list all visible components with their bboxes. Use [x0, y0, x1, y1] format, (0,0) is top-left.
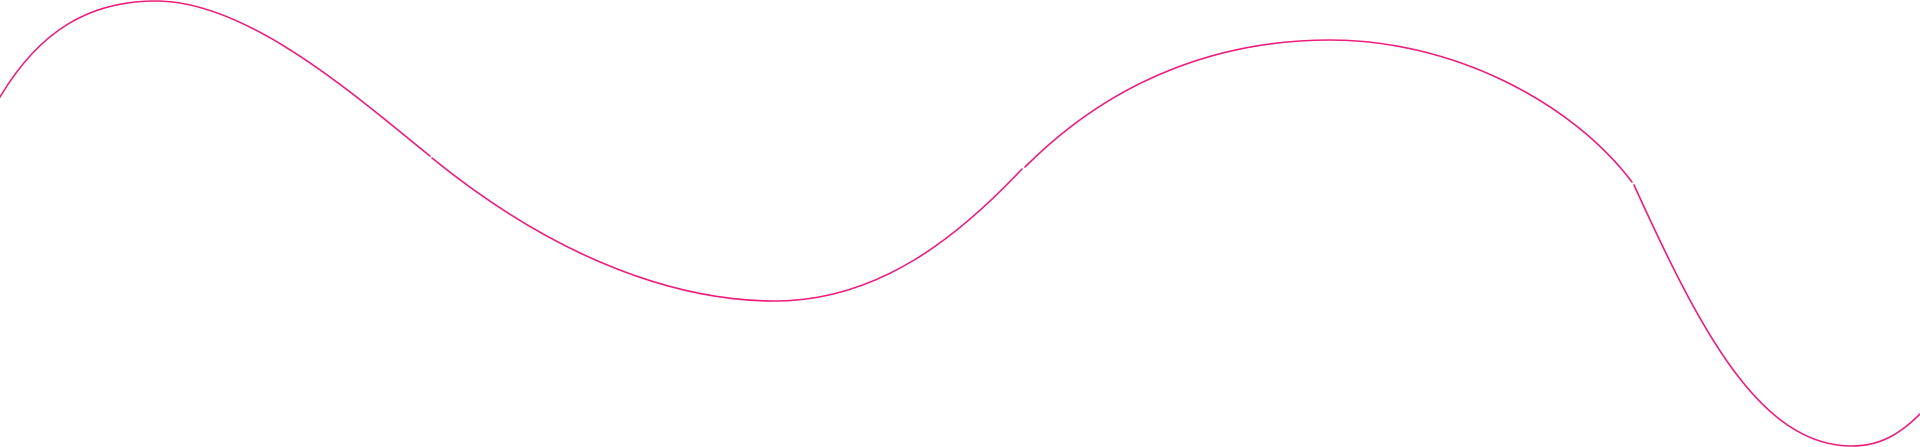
wave-segment-2: [431, 157, 1023, 302]
wave-segment-3: [1024, 39, 1633, 183]
wave-segment-4: [1633, 184, 1920, 447]
wave-segment-1: [0, 0, 431, 157]
